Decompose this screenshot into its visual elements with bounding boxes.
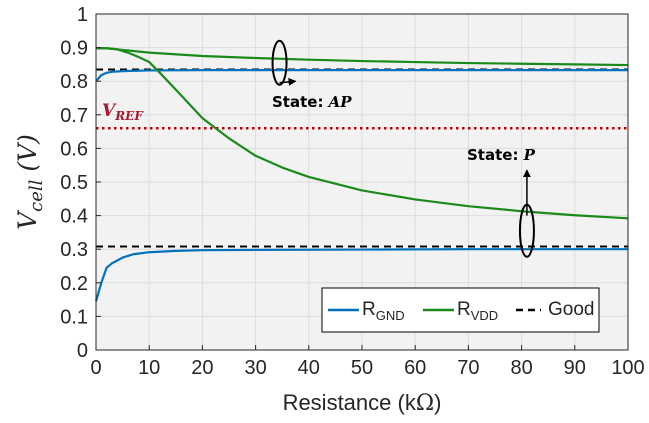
x-tick-label: 30 <box>244 357 266 379</box>
legend-label-rgnd: RGND <box>362 299 405 323</box>
annotation-state-ap: State: AP <box>271 39 352 111</box>
y-tick-label: 0.2 <box>60 273 88 295</box>
y-tick-label: 1 <box>77 4 88 26</box>
annotation-state-p: State: P <box>467 146 536 258</box>
x-tick-label: 100 <box>611 357 644 379</box>
x-axis-label: Resistance (kΩ) <box>283 390 442 416</box>
legend-box <box>321 287 600 333</box>
series-line-rvdd-p <box>96 47 629 220</box>
vref-label: VREF <box>102 101 144 123</box>
x-tick-label: 10 <box>138 357 160 379</box>
series-group <box>94 47 629 302</box>
y-tick-label: 0 <box>77 340 88 362</box>
y-tick-label: 0.6 <box>60 138 88 160</box>
annotation-ellipse-ap <box>271 39 288 86</box>
y-tick-label: 0.3 <box>60 239 88 261</box>
y-tick-label: 0.8 <box>60 71 88 93</box>
annotation-text-p: State: P <box>467 146 536 164</box>
x-tick-label: 60 <box>404 357 426 379</box>
annotation-arrow-ap <box>279 77 297 86</box>
x-tick-label: 20 <box>191 357 213 379</box>
y-tick-label: 0.9 <box>60 38 88 60</box>
y-tick-label: 0.5 <box>60 172 88 194</box>
series-line-rgnd-p <box>94 248 628 302</box>
legend-label-rvdd: RVDD <box>457 299 498 323</box>
y-tick-label: 0.7 <box>60 105 88 127</box>
x-tick-label: 90 <box>564 357 586 379</box>
x-tick-label: 40 <box>298 357 320 379</box>
x-tick-label: 0 <box>90 357 101 379</box>
annotation-text-ap: State: AP <box>272 93 352 111</box>
series-line-rgnd-ap <box>95 69 628 82</box>
y-axis-label: Vcell (V) <box>13 134 47 230</box>
x-tick-label: 70 <box>457 357 479 379</box>
legend-label-good: Good <box>548 299 594 320</box>
tick-labels: 0 10 20 30 40 50 60 70 80 90 100 0 0.1 0.2 0.3 0.4 0.5 0.… <box>60 4 645 379</box>
y-tick-label: 0.1 <box>60 306 88 328</box>
x-tick-label: 50 <box>351 357 373 379</box>
legend: RGND RVDD Good <box>321 287 600 333</box>
x-tick-label: 80 <box>510 357 532 379</box>
y-tick-label: 0.4 <box>60 206 88 228</box>
